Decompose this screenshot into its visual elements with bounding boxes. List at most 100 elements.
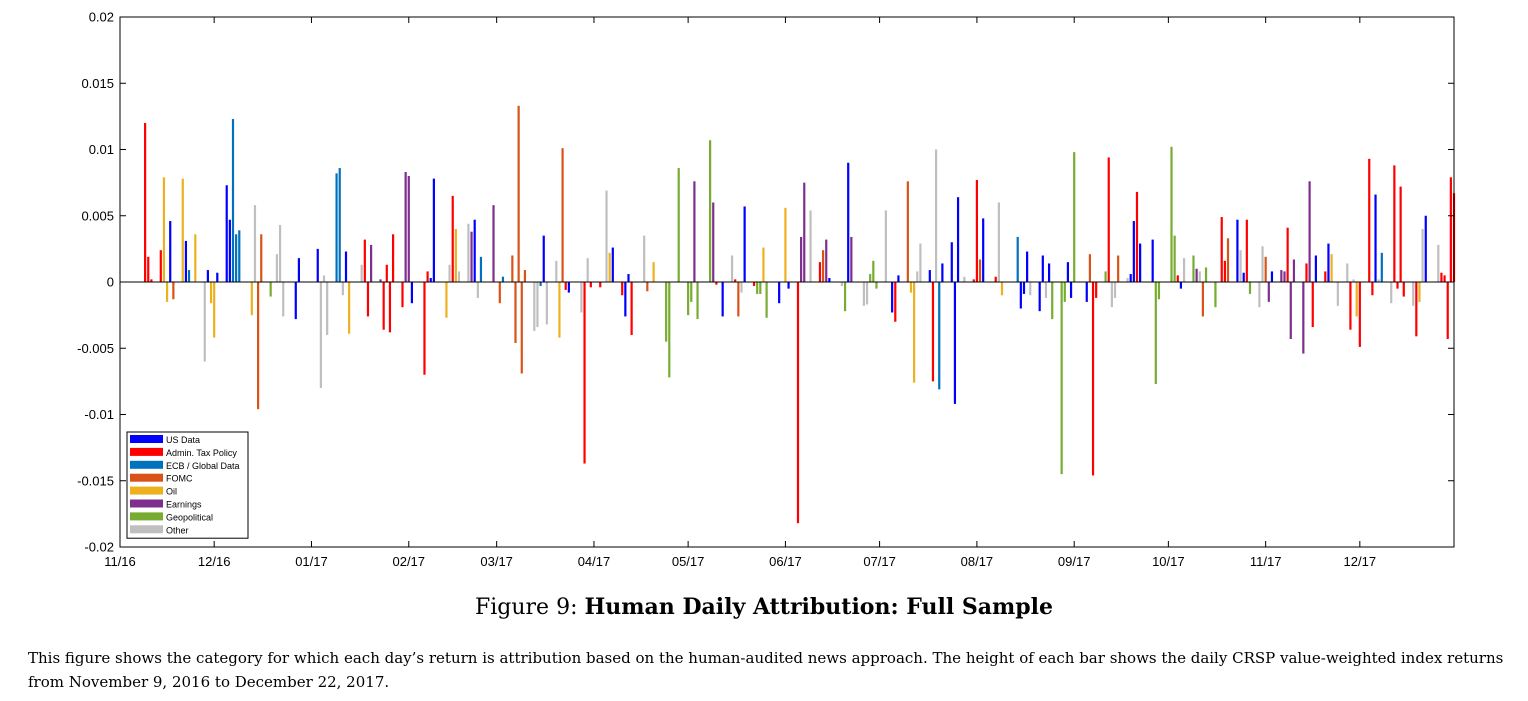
legend-swatch xyxy=(130,460,163,469)
figure-caption-title: Figure 9: Human Daily Attribution: Full … xyxy=(0,594,1528,620)
bar-2017-07-12 xyxy=(913,282,916,383)
bar-2017-09-27 xyxy=(1154,282,1157,385)
bar-2017-06-30 xyxy=(875,282,878,289)
bar-2017-03-07 xyxy=(514,282,517,343)
x-tick-label: 07/17 xyxy=(863,554,896,569)
bar-2016-12-08 xyxy=(235,234,238,282)
x-tick-label: 12/17 xyxy=(1344,554,1377,569)
legend-label: ECB / Global Data xyxy=(166,461,240,471)
bar-2017-01-27 xyxy=(391,234,395,282)
bar-2017-12-11 xyxy=(1390,282,1393,304)
bar-2017-07-21 xyxy=(941,263,944,282)
bar-2017-03-21 xyxy=(558,282,561,338)
y-tick-label: 0.015 xyxy=(81,76,114,91)
bar-2016-11-09 xyxy=(144,123,147,282)
x-tick-label: 04/17 xyxy=(578,554,611,569)
bar-2017-05-26 xyxy=(765,282,768,318)
bar-2016-12-14 xyxy=(253,205,257,282)
legend-label: Admin. Tax Policy xyxy=(166,448,237,458)
bar-2017-01-13 xyxy=(348,282,351,334)
bar-2017-05-30 xyxy=(778,282,781,304)
bar-2017-11-06 xyxy=(1280,270,1283,282)
bar-2017-02-21 xyxy=(470,231,473,282)
bar-2017-04-17 xyxy=(643,235,646,282)
x-tick-label: 02/17 xyxy=(392,554,425,569)
bar-2017-02-20 xyxy=(467,223,470,282)
bar-2017-06-19 xyxy=(840,282,844,286)
legend-label: US Data xyxy=(166,435,200,445)
bar-2017-08-23 xyxy=(1044,282,1048,298)
bar-2017-12-01 xyxy=(1358,282,1361,347)
bar-2016-11-29 xyxy=(206,270,209,282)
x-tick-label: 03/17 xyxy=(480,554,513,569)
bar-2017-08-25 xyxy=(1051,282,1054,320)
bar-2016-11-30 xyxy=(209,282,213,304)
bar-2017-09-01 xyxy=(1073,152,1076,282)
bar-2017-08-30 xyxy=(1066,262,1070,283)
bar-2017-11-15 xyxy=(1308,181,1311,282)
bar-2017-02-06 xyxy=(423,282,426,375)
bar-2017-09-11 xyxy=(1104,271,1107,282)
bar-2016-12-16 xyxy=(260,234,263,282)
bar-2017-05-15 xyxy=(730,255,734,282)
bar-2017-03-20 xyxy=(555,260,558,282)
bar-2017-07-20 xyxy=(938,282,941,390)
legend-label: Oil xyxy=(166,487,177,497)
bar-2017-08-21 xyxy=(1038,282,1041,312)
bar-2017-12-05 xyxy=(1371,282,1374,296)
bar-2017-11-24 xyxy=(1336,282,1339,306)
bar-2017-01-17 xyxy=(360,264,363,282)
bar-2016-12-05 xyxy=(225,185,228,282)
legend-swatch xyxy=(130,525,163,534)
bar-2016-12-13 xyxy=(250,282,253,316)
bar-2017-12-07 xyxy=(1377,279,1380,282)
bar-2016-11-10 xyxy=(147,256,150,282)
bar-layer xyxy=(144,105,1456,524)
bar-2017-09-22 xyxy=(1139,243,1142,282)
bar-2017-12-08 xyxy=(1380,252,1383,282)
bar-2017-12-06 xyxy=(1374,194,1377,282)
bar-2017-01-18 xyxy=(363,239,366,282)
bar-2017-07-11 xyxy=(909,282,913,293)
bar-2017-11-27 xyxy=(1346,263,1349,282)
y-tick-label: -0.005 xyxy=(77,341,114,356)
legend-swatch xyxy=(130,435,163,443)
bar-2017-11-30 xyxy=(1355,282,1358,317)
bar-2017-03-10 xyxy=(523,270,527,282)
y-tick-label: 0.01 xyxy=(89,142,114,157)
bar-2017-03-08 xyxy=(517,105,520,282)
bar-2017-07-31 xyxy=(972,279,975,282)
bar-2016-12-02 xyxy=(216,272,219,282)
bar-2017-06-06 xyxy=(800,236,803,282)
bar-2017-10-03 xyxy=(1173,235,1176,282)
bar-2017-08-08 xyxy=(997,202,1000,282)
bar-2017-11-29 xyxy=(1352,279,1355,282)
bar-2017-02-07 xyxy=(426,271,429,282)
bar-2017-12-12 xyxy=(1393,165,1396,282)
bar-2017-08-28 xyxy=(1060,282,1063,475)
bar-2017-08-29 xyxy=(1063,282,1066,302)
bar-2017-10-26 xyxy=(1245,219,1248,282)
bar-2017-09-20 xyxy=(1132,221,1135,282)
bar-2017-12-15 xyxy=(1402,282,1405,297)
bar-2017-11-08 xyxy=(1286,227,1289,282)
bar-2016-11-25 xyxy=(194,234,197,282)
bar-2017-06-26 xyxy=(862,282,865,306)
bar-2017-01-09 xyxy=(335,173,338,282)
bar-2017-09-13 xyxy=(1110,282,1113,308)
bar-2017-12-26 xyxy=(1437,244,1440,282)
y-tick-label: -0.01 xyxy=(84,407,114,422)
bar-2017-10-20 xyxy=(1226,238,1230,282)
bar-2017-11-21 xyxy=(1327,243,1330,282)
bar-2017-09-18 xyxy=(1126,278,1129,282)
bar-2017-07-17 xyxy=(928,270,931,282)
bar-2017-02-24 xyxy=(479,256,483,282)
bar-2017-01-10 xyxy=(338,168,341,282)
bar-2017-07-10 xyxy=(906,181,909,282)
bar-2017-02-14 xyxy=(448,264,451,282)
bar-2016-12-15 xyxy=(257,282,260,410)
bar-2017-11-16 xyxy=(1311,282,1314,328)
bar-2017-01-26 xyxy=(388,282,392,333)
bar-2017-10-25 xyxy=(1242,272,1245,282)
axes-layer: 0.02 0.015 0.01 0.005 0 -0.005 -0.01 -0.015 -0.0… xyxy=(77,10,1454,569)
